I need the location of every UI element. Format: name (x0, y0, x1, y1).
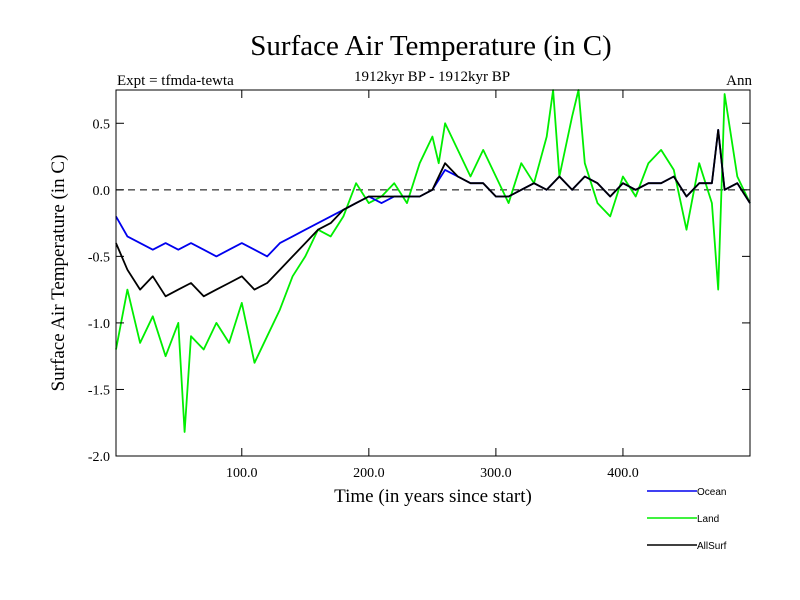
y-tick-label: 0.0 (93, 184, 111, 199)
x-axis: 100.0 200.0 300.0 400.0 (226, 90, 639, 481)
y-tick-label: -1.0 (88, 317, 110, 332)
legend-label: Ocean (697, 487, 726, 498)
series-line-allsurf (115, 128, 751, 298)
legend-item-ocean: Ocean (647, 487, 726, 498)
legend: Ocean Land AllSurf (647, 487, 727, 552)
chart-title: Surface Air Temperature (in C) (250, 30, 611, 62)
series-line-land (115, 89, 751, 433)
experiment-label: Expt = tfmda-tewta (117, 73, 234, 89)
y-tick-label: -0.5 (88, 250, 110, 265)
series-line-ocean (115, 128, 751, 258)
y-axis-label: Surface Air Temperature (in C) (48, 155, 69, 392)
legend-item-land: Land (647, 514, 719, 525)
plot-frame (115, 89, 751, 457)
legend-label: Land (697, 514, 719, 525)
x-tick-label: 400.0 (607, 466, 639, 481)
x-tick-label: 100.0 (226, 466, 258, 481)
y-axis: -2.0 -1.5 -1.0 -0.5 0.0 0.5 (88, 117, 750, 465)
x-axis-label: Time (in years since start) (334, 486, 532, 507)
x-tick-label: 300.0 (480, 466, 512, 481)
y-tick-label: 0.5 (93, 117, 111, 132)
chart-subtitle: 1912kyr BP - 1912kyr BP (354, 69, 510, 85)
season-label: Ann (726, 73, 752, 89)
x-tick-label: 200.0 (353, 466, 385, 481)
plot-area (115, 89, 751, 433)
legend-item-allsurf: AllSurf (647, 541, 727, 552)
legend-label: AllSurf (697, 541, 727, 552)
y-tick-label: -2.0 (88, 450, 110, 465)
y-tick-label: -1.5 (88, 383, 110, 398)
